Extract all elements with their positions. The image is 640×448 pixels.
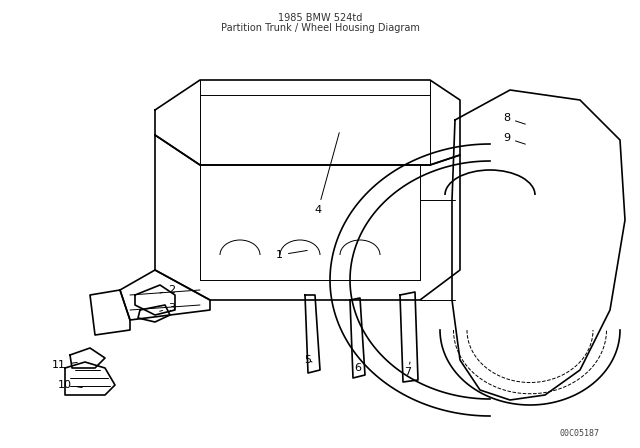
Text: 8: 8 — [503, 113, 525, 124]
Text: 7: 7 — [404, 362, 412, 377]
Text: 9: 9 — [503, 133, 525, 144]
Text: 1985 BMW 524td: 1985 BMW 524td — [278, 13, 362, 23]
Text: 6: 6 — [355, 363, 362, 373]
Text: 3: 3 — [159, 303, 175, 313]
Text: 5: 5 — [305, 355, 312, 365]
Text: 10: 10 — [58, 380, 83, 390]
Text: 00C05187: 00C05187 — [560, 429, 600, 438]
Text: 11: 11 — [52, 360, 77, 370]
Text: 4: 4 — [314, 133, 339, 215]
Text: Partition Trunk / Wheel Housing Diagram: Partition Trunk / Wheel Housing Diagram — [221, 23, 419, 33]
Text: 2: 2 — [160, 285, 175, 295]
Text: 1: 1 — [276, 250, 307, 260]
